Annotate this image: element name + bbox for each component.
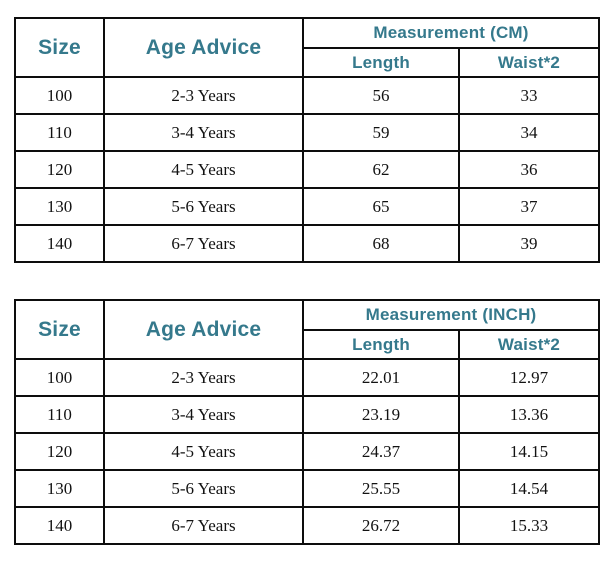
age-cell: 4-5 Years: [103, 150, 304, 189]
size-cell: 110: [14, 395, 105, 434]
length-cell: 59: [302, 113, 460, 152]
column-header-size: Size: [14, 17, 105, 78]
age-cell: 2-3 Years: [103, 358, 304, 397]
waist-cell: 34: [458, 113, 600, 152]
size-cell: 140: [14, 224, 105, 263]
column-header-age-advice: Age Advice: [103, 17, 304, 78]
table-row: 110 3-4 Years 59 34: [14, 113, 600, 152]
length-cell: 68: [302, 224, 460, 263]
table-row: 130 5-6 Years 25.55 14.54: [14, 469, 601, 508]
waist-cell: 14.15: [457, 432, 601, 471]
column-header-age-advice: Age Advice: [103, 299, 304, 360]
column-header-waist: Waist*2: [457, 329, 601, 360]
age-cell: 5-6 Years: [103, 469, 304, 508]
waist-cell: 37: [458, 187, 600, 226]
length-cell: 65: [302, 187, 460, 226]
length-cell: 56: [302, 76, 460, 115]
length-cell: 24.37: [302, 432, 460, 471]
table-row: 140 6-7 Years 68 39: [14, 224, 600, 263]
waist-cell: 13.36: [457, 395, 601, 434]
table-row: 120 4-5 Years 62 36: [14, 150, 600, 189]
size-cell: 100: [14, 358, 105, 397]
table-row: 140 6-7 Years 26.72 15.33: [14, 506, 601, 545]
length-cell: 25.55: [302, 469, 460, 508]
length-cell: 22.01: [302, 358, 460, 397]
waist-cell: 39: [458, 224, 600, 263]
length-cell: 26.72: [302, 506, 460, 545]
size-cell: 120: [14, 432, 105, 471]
age-cell: 3-4 Years: [103, 113, 304, 152]
size-table-cm: Size Age Advice Measurement (CM) Length …: [14, 17, 600, 263]
age-cell: 2-3 Years: [103, 76, 304, 115]
column-header-length: Length: [302, 329, 460, 360]
column-header-size: Size: [14, 299, 105, 360]
length-cell: 62: [302, 150, 460, 189]
age-cell: 3-4 Years: [103, 395, 304, 434]
size-cell: 110: [14, 113, 105, 152]
waist-cell: 36: [458, 150, 600, 189]
size-table-inch: Size Age Advice Measurement (INCH) Lengt…: [14, 299, 601, 545]
size-chart-page: Size Age Advice Measurement (CM) Length …: [0, 17, 613, 572]
size-table-cm-header: Size Age Advice Measurement (CM) Length …: [14, 17, 600, 78]
age-cell: 6-7 Years: [103, 224, 304, 263]
table-row: 110 3-4 Years 23.19 13.36: [14, 395, 601, 434]
table-row: 100 2-3 Years 56 33: [14, 76, 600, 115]
size-cell: 140: [14, 506, 105, 545]
column-header-waist: Waist*2: [458, 47, 600, 78]
column-header-measurement-cm: Measurement (CM): [302, 17, 600, 49]
table-row: 100 2-3 Years 22.01 12.97: [14, 358, 601, 397]
age-cell: 4-5 Years: [103, 432, 304, 471]
column-header-measurement-inch: Measurement (INCH): [301, 299, 601, 331]
column-header-length: Length: [302, 47, 460, 78]
age-cell: 6-7 Years: [103, 506, 304, 545]
size-table-inch-header: Size Age Advice Measurement (INCH) Lengt…: [14, 299, 601, 360]
size-cell: 100: [14, 76, 105, 115]
size-cell: 120: [14, 150, 105, 189]
age-cell: 5-6 Years: [103, 187, 304, 226]
size-cell: 130: [14, 187, 105, 226]
table-row: 130 5-6 Years 65 37: [14, 187, 600, 226]
waist-cell: 12.97: [457, 358, 601, 397]
length-cell: 23.19: [302, 395, 460, 434]
table-row: 120 4-5 Years 24.37 14.15: [14, 432, 601, 471]
waist-cell: 15.33: [457, 506, 601, 545]
waist-cell: 14.54: [457, 469, 601, 508]
size-cell: 130: [14, 469, 105, 508]
waist-cell: 33: [458, 76, 600, 115]
